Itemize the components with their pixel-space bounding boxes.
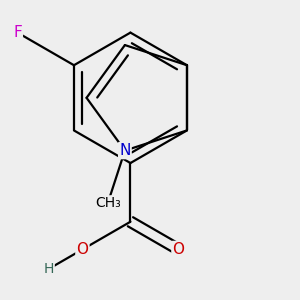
Text: H: H	[44, 262, 54, 276]
Text: N: N	[119, 143, 130, 158]
Text: F: F	[13, 25, 22, 40]
Text: O: O	[76, 242, 88, 257]
Text: CH₃: CH₃	[95, 196, 121, 210]
Text: O: O	[172, 242, 184, 257]
